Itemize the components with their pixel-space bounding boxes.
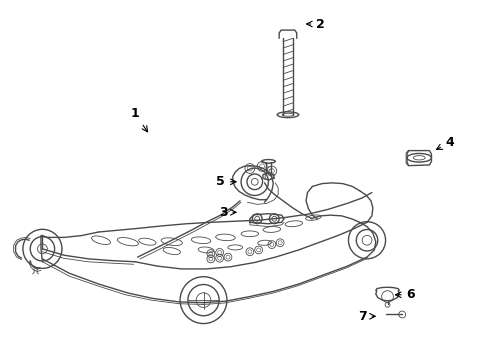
Text: 7: 7 — [358, 310, 375, 323]
Text: 1: 1 — [131, 107, 147, 132]
Text: 2: 2 — [307, 18, 325, 31]
Text: 5: 5 — [216, 175, 236, 188]
Text: 4: 4 — [437, 136, 454, 149]
Text: 3: 3 — [219, 206, 236, 219]
Text: 6: 6 — [395, 288, 415, 301]
